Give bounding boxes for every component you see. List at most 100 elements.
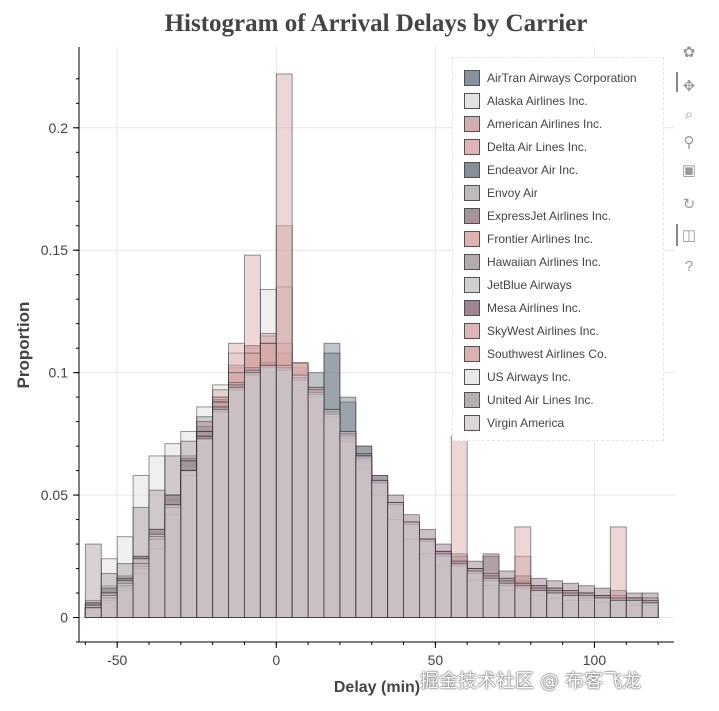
x-tick-label: 100 xyxy=(583,652,607,668)
legend-item[interactable]: Endeavor Air Inc. xyxy=(464,160,578,180)
save-icon[interactable]: ▣ xyxy=(681,162,697,179)
legend-swatch xyxy=(464,208,480,224)
legend-swatch xyxy=(464,323,480,339)
axes: 0 0.05 0.1 0.15 0.2 -50 0 50 100 xyxy=(41,47,674,668)
histogram-bar xyxy=(116,582,134,618)
histogram-bar xyxy=(307,389,325,618)
legend-label: SkyWest Airlines Inc. xyxy=(487,324,599,338)
histogram-bar xyxy=(228,386,245,618)
x-tick-label: 0 xyxy=(272,652,280,668)
legend-item[interactable]: American Airlines Inc. xyxy=(464,114,602,134)
legend-swatch xyxy=(464,254,480,270)
legend-swatch xyxy=(464,70,480,86)
y-tick-label: 0.15 xyxy=(41,242,68,258)
legend-label: Virgin America xyxy=(487,416,565,430)
legend: AirTran Airways Corporation Alaska Airlin… xyxy=(452,57,664,441)
histogram-bar xyxy=(641,602,659,618)
wheel-zoom-icon[interactable]: ⚲ xyxy=(683,134,695,151)
hover-icon[interactable]: ◫ xyxy=(681,227,697,244)
legend-item[interactable]: ExpressJet Airlines Inc. xyxy=(464,206,611,226)
legend-item[interactable]: Southwest Airlines Co. xyxy=(464,344,607,364)
y-tick-label: 0.1 xyxy=(49,365,69,381)
legend-swatch xyxy=(464,392,480,408)
legend-label: AirTran Airways Corporation xyxy=(487,71,637,85)
legend-item[interactable]: Mesa Airlines Inc. xyxy=(464,298,581,318)
pan-icon[interactable]: ✥ xyxy=(682,78,696,95)
box-zoom-icon[interactable]: ⌕ xyxy=(684,106,694,123)
histogram-bar xyxy=(259,364,277,618)
y-tick-label: 0.05 xyxy=(41,487,68,503)
legend-label: American Airlines Inc. xyxy=(487,117,603,131)
watermark-text: 掘金技术社区 @ 布客飞龙 xyxy=(420,670,642,692)
histogram-bar xyxy=(323,408,341,618)
histogram-bar xyxy=(339,430,357,618)
legend-item[interactable]: Alaska Airlines Inc. xyxy=(464,91,588,111)
legend-item[interactable]: Envoy Air xyxy=(464,183,538,203)
legend-label: ExpressJet Airlines Inc. xyxy=(487,209,612,223)
histogram-bar xyxy=(100,595,118,618)
histogram-bar xyxy=(132,563,150,618)
legend-swatch xyxy=(464,300,480,316)
histogram-bar xyxy=(450,563,468,618)
legend-swatch xyxy=(464,93,480,109)
legend-item[interactable]: Delta Air Lines Inc. xyxy=(464,137,587,157)
y-tick-label: 0.2 xyxy=(49,120,69,136)
legend-item[interactable]: Frontier Airlines Inc. xyxy=(464,229,593,249)
histogram-bar xyxy=(434,553,452,618)
histogram-bar xyxy=(625,599,643,618)
legend-item[interactable]: AirTran Airways Corporation xyxy=(464,68,637,88)
legend-swatch xyxy=(464,231,480,247)
histogram-bar xyxy=(164,504,182,618)
histogram-bar xyxy=(403,521,420,618)
legend-item[interactable]: Virgin America xyxy=(464,413,564,433)
legend-swatch xyxy=(464,185,480,201)
chart-title: Histogram of Arrival Delays by Carrier xyxy=(164,10,588,37)
histogram-bar xyxy=(594,597,611,618)
legend-label: US Airways Inc. xyxy=(487,370,572,384)
histogram-bar xyxy=(180,470,198,618)
histogram-bar xyxy=(196,438,214,618)
histogram-bars xyxy=(84,73,659,618)
x-axis-label: Delay (min) xyxy=(334,679,420,696)
legend-item[interactable]: US Airways Inc. xyxy=(464,367,571,387)
histogram-bar xyxy=(466,570,484,618)
legend-label: Hawaiian Airlines Inc. xyxy=(487,255,602,269)
histogram-bar xyxy=(514,585,532,618)
active-tool-indicator xyxy=(676,224,678,246)
legend-item[interactable]: Hawaiian Airlines Inc. xyxy=(464,252,601,272)
histogram-bar xyxy=(482,577,500,618)
histogram-bar xyxy=(244,372,261,618)
reset-icon[interactable]: ↻ xyxy=(682,196,696,213)
legend-label: Endeavor Air Inc. xyxy=(487,163,579,177)
histogram-bar xyxy=(562,595,579,618)
legend-label: Delta Air Lines Inc. xyxy=(487,140,588,154)
help-icon[interactable]: ? xyxy=(684,258,694,275)
x-tick-label: 50 xyxy=(428,652,444,668)
legend-item[interactable]: JetBlue Airways xyxy=(464,275,572,295)
histogram-bar xyxy=(498,582,516,618)
legend-item[interactable]: United Air Lines Inc. xyxy=(464,390,594,410)
histogram-bar xyxy=(275,364,293,618)
legend-swatch xyxy=(464,139,480,155)
y-tick-label: 0 xyxy=(60,610,68,626)
histogram-bar xyxy=(387,501,404,618)
legend-swatch xyxy=(464,277,480,293)
legend-label: Frontier Airlines Inc. xyxy=(487,232,594,246)
bokeh-logo-icon: ✿ xyxy=(682,44,696,61)
legend-label: Envoy Air xyxy=(487,186,538,200)
legend-label: United Air Lines Inc. xyxy=(487,393,594,407)
histogram-bar xyxy=(355,455,373,618)
legend-label: Alaska Airlines Inc. xyxy=(487,94,588,108)
x-tick-label: -50 xyxy=(107,652,127,668)
legend-swatch xyxy=(464,162,480,178)
histogram-bar xyxy=(212,408,229,618)
histogram-bar xyxy=(148,536,166,618)
legend-label: Southwest Airlines Co. xyxy=(487,347,608,361)
histogram-bar xyxy=(609,599,627,618)
histogram-bar xyxy=(291,374,309,618)
histogram-bar xyxy=(578,595,595,618)
active-tool-indicator xyxy=(676,72,678,92)
histogram-bar xyxy=(84,607,102,618)
legend-item[interactable]: SkyWest Airlines Inc. xyxy=(464,321,599,341)
legend-swatch xyxy=(464,415,480,431)
